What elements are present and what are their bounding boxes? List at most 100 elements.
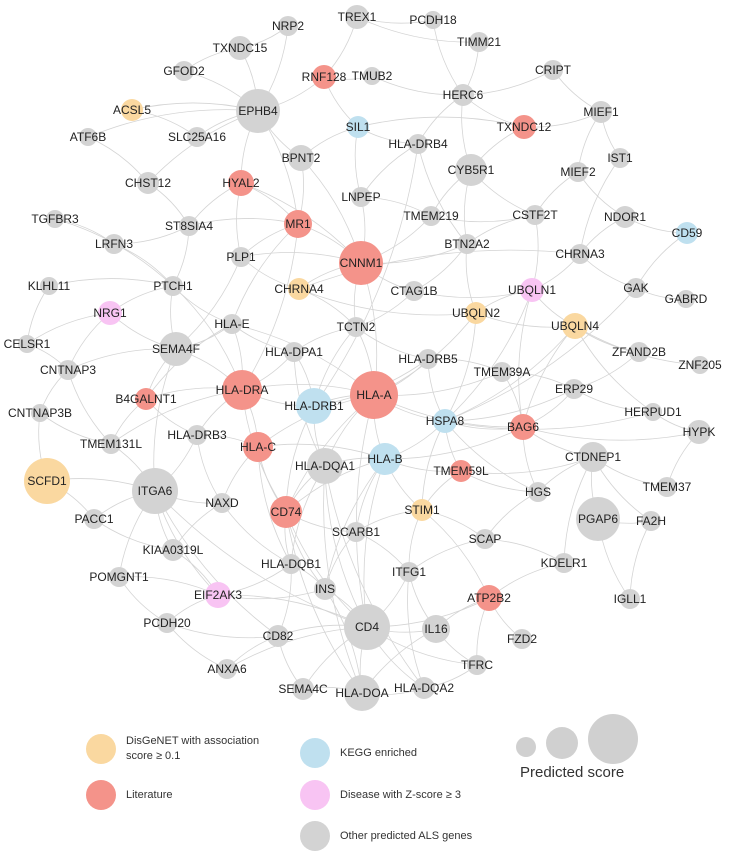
legend-item-disease: Disease with Z-score ≥ 3 — [300, 780, 461, 810]
node-fzd2: FZD2 — [507, 629, 537, 649]
node-circle — [132, 468, 178, 514]
node-circle — [510, 414, 536, 440]
node-circle — [421, 206, 441, 226]
node-circle — [109, 567, 129, 587]
node-circle — [413, 677, 435, 699]
node-ins: INS — [314, 578, 336, 600]
node-pacc1: PACC1 — [74, 509, 114, 529]
node-scarb1: SCARB1 — [332, 522, 380, 542]
node-label: HLA-B — [367, 452, 402, 466]
node-circle — [174, 61, 194, 81]
node-b4galnt1: B4GALNT1 — [115, 388, 177, 410]
legend-label-disgenet: DisGeNET with association score ≥ 0.1 — [126, 734, 259, 764]
node-circle — [433, 409, 457, 433]
node-itfg1: ITFG1 — [392, 562, 426, 582]
node-mr1: MR1 — [284, 210, 312, 238]
node-circle — [576, 497, 620, 541]
node-circle — [422, 615, 450, 643]
node-circle — [455, 154, 487, 186]
node-circle — [629, 342, 649, 362]
edge — [444, 411, 654, 430]
node-circle — [492, 362, 512, 382]
node-klhl11: KLHL11 — [28, 277, 71, 295]
node-label: HSPA8 — [426, 414, 465, 428]
node-kdelr1: KDELR1 — [541, 553, 588, 573]
node-herc6: HERC6 — [443, 84, 484, 106]
node-hyal2: HYAL2 — [222, 170, 260, 196]
node-label: PLP1 — [226, 250, 256, 264]
node-label: HLA-DQB1 — [261, 557, 321, 571]
node-label: PACC1 — [74, 512, 113, 526]
node-circle — [222, 370, 262, 410]
legend-item-literature: Literature — [86, 780, 172, 810]
edge — [357, 116, 525, 128]
node-rnf128: RNF128 — [302, 65, 347, 89]
node-label: POMGNT1 — [89, 570, 149, 584]
edge — [579, 157, 621, 255]
node-acsl5: ACSL5 — [113, 99, 151, 121]
node-label: HERC6 — [443, 88, 484, 102]
node-hla-dqb1: HLA-DQB1 — [261, 554, 321, 574]
edge — [432, 19, 464, 96]
node-label: CD82 — [263, 629, 294, 643]
edge — [460, 456, 594, 474]
node-tmem39a: TMEM39A — [474, 362, 530, 382]
node-circle — [187, 425, 207, 445]
node-label: HLA-C — [240, 440, 276, 454]
node-label: CNTNAP3 — [40, 363, 96, 377]
node-label: HYAL2 — [222, 176, 259, 190]
node-ctag1b: CTAG1B — [390, 281, 438, 301]
node-tmem59l: TMEM59L — [433, 460, 489, 482]
node-label: GFOD2 — [163, 64, 205, 78]
node-label: B4GALNT1 — [115, 392, 177, 406]
node-circle — [101, 434, 121, 454]
node-ndor1: NDOR1 — [604, 206, 646, 228]
node-circle — [31, 404, 49, 422]
node-circle — [344, 604, 390, 650]
node-circle — [339, 241, 383, 285]
node-label: CYB5R1 — [448, 163, 495, 177]
node-cntnap3b: CNTNAP3B — [8, 404, 72, 422]
node-circle — [58, 360, 78, 380]
edge — [313, 143, 419, 407]
node-hla-dra: HLA-DRA — [216, 370, 268, 410]
edge — [166, 622, 279, 639]
legend-label-disgenet-line1: DisGeNET with association — [126, 735, 260, 748]
node-label: TXNDC12 — [497, 120, 552, 134]
node-label: HLA-DRB5 — [398, 352, 458, 366]
node-label: ACSL5 — [113, 103, 151, 117]
size-legend-large-circle — [588, 714, 638, 764]
node-cd74: CD74 — [270, 496, 302, 528]
node-circle — [346, 317, 366, 337]
node-label: NAXD — [205, 496, 239, 510]
node-label: PTCH1 — [153, 279, 193, 293]
node-circle — [228, 170, 254, 196]
edge — [444, 388, 575, 422]
node-circle — [418, 349, 438, 369]
node-atp2b2: ATP2B2 — [467, 585, 511, 611]
node-tmem131l: TMEM131L — [80, 434, 142, 454]
edge — [298, 288, 477, 316]
node-circle — [677, 290, 695, 308]
node-plp1: PLP1 — [226, 247, 256, 267]
node-circle — [228, 36, 252, 60]
node-circle — [554, 553, 574, 573]
node-label: ANXA6 — [207, 662, 247, 676]
node-cstf2t: CSTF2T — [512, 205, 558, 225]
node-hla-dqa2: HLA-DQA2 — [394, 677, 454, 699]
node-igll1: IGLL1 — [614, 589, 647, 609]
node-circle — [187, 127, 207, 147]
node-label: SCARB1 — [332, 525, 380, 539]
node-hla-drb4: HLA-DRB4 — [388, 134, 448, 154]
node-circle — [614, 206, 636, 228]
node-circle — [467, 655, 487, 675]
node-chrna4: CHRNA4 — [274, 278, 324, 300]
node-label: TCTN2 — [337, 320, 376, 334]
node-atf6b: ATF6B — [70, 128, 106, 146]
edge — [384, 426, 524, 460]
node-kiaa0319l: KIAA0319L — [143, 539, 204, 561]
node-label: BTN2A2 — [444, 237, 490, 251]
node-circle — [411, 499, 433, 521]
node-circle — [351, 187, 371, 207]
node-bpnt2: BPNT2 — [282, 145, 321, 171]
